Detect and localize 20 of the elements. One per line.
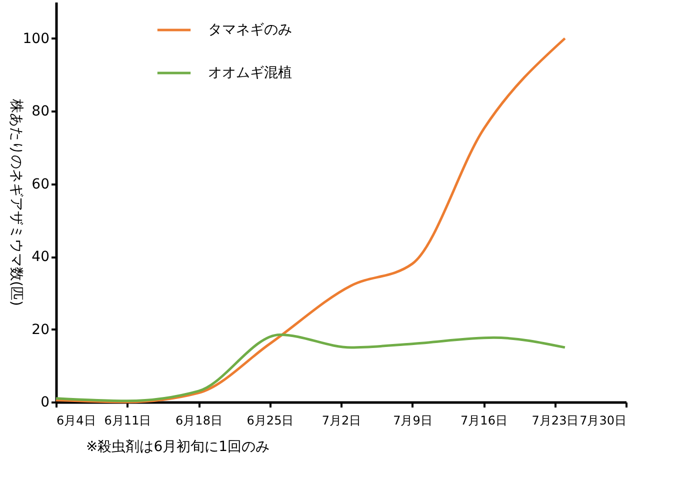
x-tick-label: 7月16日 (460, 414, 508, 428)
x-tick-label: 6月25日 (246, 414, 294, 428)
text: ※殺虫剤は6月初旬に1回のみ (86, 439, 270, 455)
legend-label: オオムギ混植 (208, 65, 292, 81)
x-tick-label: 7月2日 (322, 414, 362, 428)
y-tick-label: 60 (32, 176, 50, 192)
x-tick-label: 7月9日 (393, 414, 432, 428)
y-tick-label: 20 (32, 322, 50, 338)
y-tick-label: 100 (22, 30, 50, 47)
x-tick-label: 7月23日 (532, 414, 579, 428)
x-tick-label: 7月30日 (580, 414, 626, 428)
legend-label: タマネギのみ (208, 22, 292, 38)
y-tick-label: 0 (40, 394, 50, 410)
line-series (54, 333, 566, 402)
x-tick-label: 6月18日 (176, 414, 222, 428)
y-tick-label: 40 (32, 249, 50, 266)
y-tick-label: 80 (32, 104, 50, 120)
x-tick-label: 6月4日 (56, 414, 96, 428)
y-axis-title: 株あたりのネギアザミウマ数(匹) (8, 98, 24, 306)
x-tick-label: 6月11日 (104, 414, 152, 428)
